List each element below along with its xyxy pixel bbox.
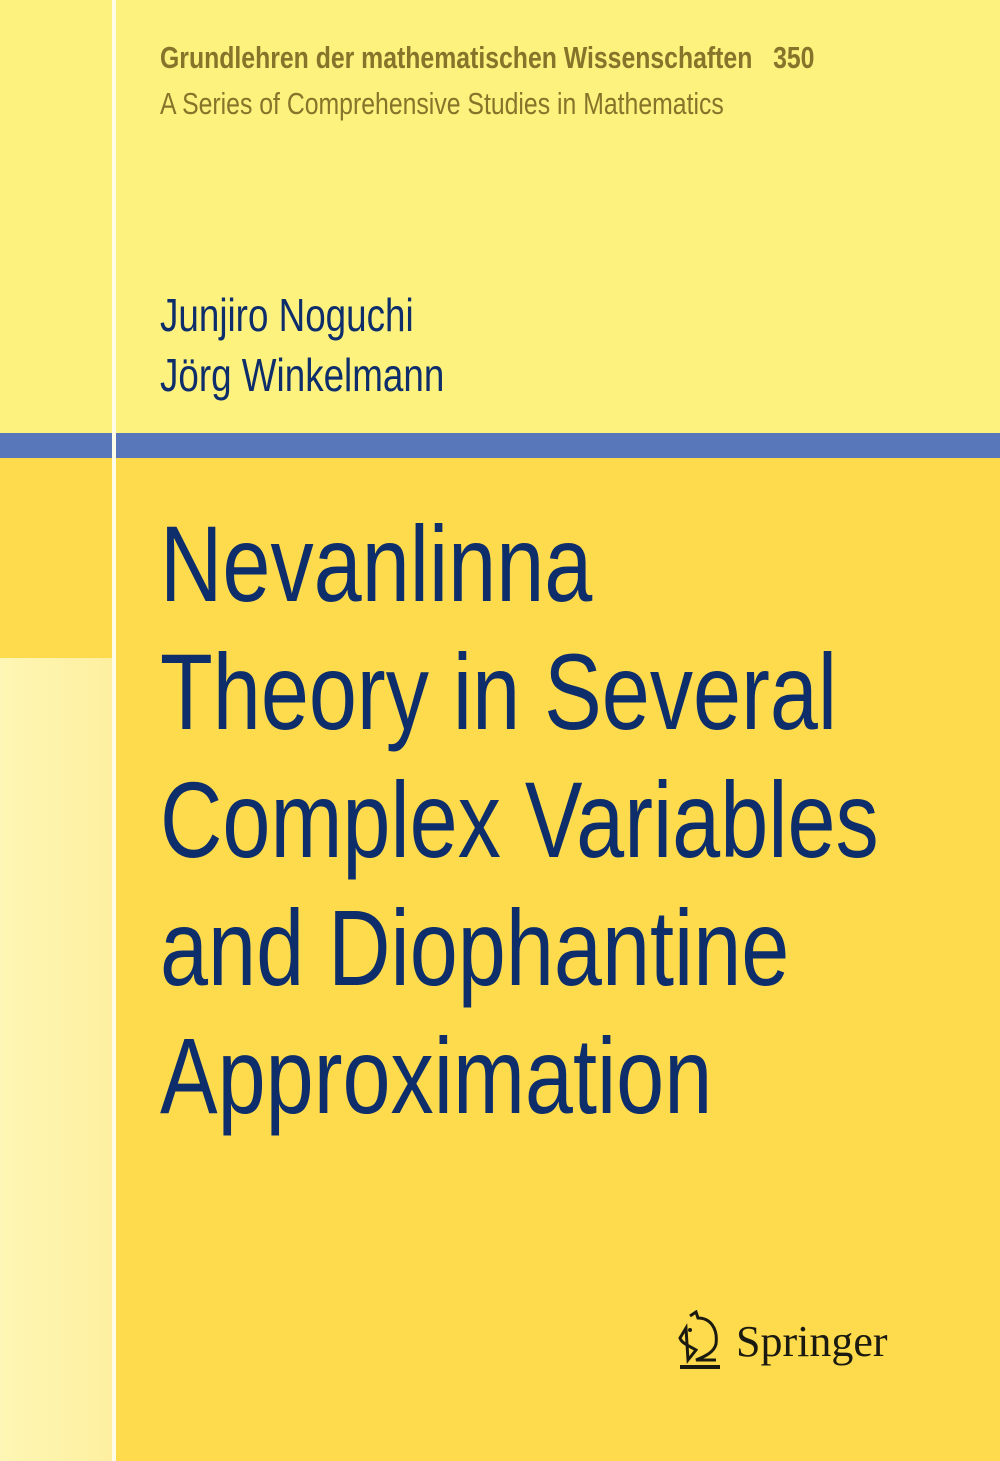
author-2: Jörg Winkelmann [160,349,445,401]
left-strip [0,658,112,1461]
blue-band [0,433,1000,458]
publisher-logo: Springer [676,1310,888,1372]
volume-number: 350 [773,40,815,75]
publisher-name: Springer [736,1316,888,1366]
title-line: Theory in Several [160,631,838,752]
book-title: Nevanlinna Theory in Several Complex Var… [160,500,879,1140]
series-subtitle: A Series of Comprehensive Studies in Mat… [160,86,724,121]
knight-horse-icon [678,1310,720,1369]
title-line: Approximation [160,1015,713,1136]
vertical-divider [112,0,116,1461]
title-line: and Diophantine [160,887,790,1008]
author-1: Junjiro Noguchi [160,289,414,341]
cover-top-panel [0,0,1000,433]
cover-main-panel [0,458,1000,1461]
title-line: Complex Variables [160,759,879,880]
series-title: Grundlehren der mathematischen Wissensch… [160,40,815,75]
title-line: Nevanlinna [160,503,593,624]
